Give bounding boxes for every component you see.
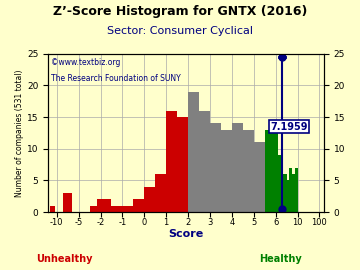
Bar — [254, 142, 265, 212]
Text: Sector: Consumer Cyclical: Sector: Consumer Cyclical — [107, 26, 253, 36]
Text: Unhealthy: Unhealthy — [37, 254, 93, 264]
Bar — [232, 123, 243, 212]
Bar — [97, 200, 112, 212]
Bar — [133, 200, 144, 212]
Bar — [166, 111, 177, 212]
Bar — [112, 206, 133, 212]
Bar — [289, 168, 292, 212]
Text: 7.1959: 7.1959 — [270, 122, 308, 131]
Bar — [188, 92, 199, 212]
Y-axis label: Number of companies (531 total): Number of companies (531 total) — [15, 69, 24, 197]
Bar — [144, 187, 155, 212]
Bar — [295, 168, 297, 212]
Text: Healthy: Healthy — [260, 254, 302, 264]
Bar — [90, 206, 97, 212]
Bar — [177, 117, 188, 212]
Bar — [68, 193, 72, 212]
Text: Z’-Score Histogram for GNTX (2016): Z’-Score Histogram for GNTX (2016) — [53, 5, 307, 18]
Bar — [292, 174, 295, 212]
Bar — [276, 130, 278, 212]
Bar — [265, 130, 276, 212]
Bar — [287, 180, 289, 212]
Text: ©www.textbiz.org: ©www.textbiz.org — [51, 58, 120, 67]
Bar — [155, 174, 166, 212]
Bar — [284, 174, 287, 212]
Bar — [281, 174, 284, 212]
Bar — [278, 155, 281, 212]
Bar — [63, 193, 68, 212]
Bar — [50, 206, 55, 212]
Bar — [221, 130, 232, 212]
Text: The Research Foundation of SUNY: The Research Foundation of SUNY — [51, 74, 180, 83]
X-axis label: Score: Score — [168, 229, 203, 239]
Bar — [199, 111, 210, 212]
Bar — [210, 123, 221, 212]
Bar — [243, 130, 254, 212]
